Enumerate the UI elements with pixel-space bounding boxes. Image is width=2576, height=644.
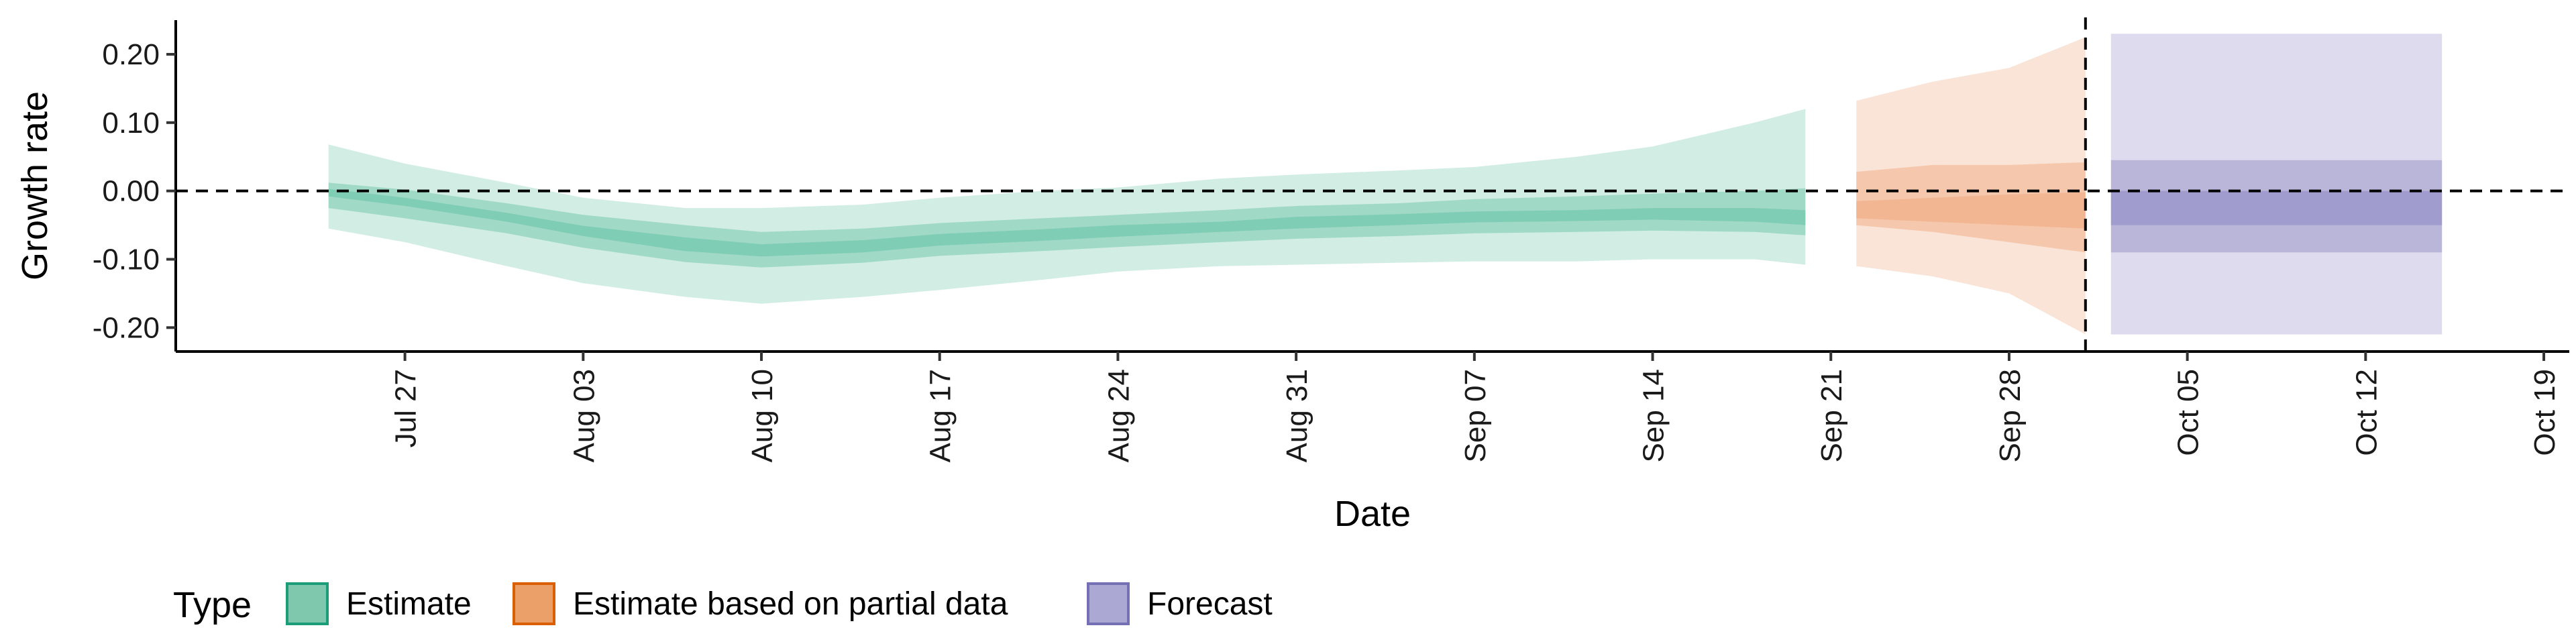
x-tick-label: Aug 03 <box>568 369 600 462</box>
x-tick-label: Sep 14 <box>1638 369 1670 462</box>
y-tick-label: 0.20 <box>102 38 160 71</box>
y-axis-title: Growth rate <box>15 91 55 280</box>
legend-title: Type <box>173 585 252 625</box>
y-tick-label: -0.10 <box>93 243 160 276</box>
legend-label-estimate: Estimate <box>346 586 472 622</box>
x-tick-label: Aug 24 <box>1102 369 1135 462</box>
y-tick-label: 0.10 <box>102 107 160 140</box>
x-tick-label: Oct 05 <box>2172 369 2205 456</box>
band-estimate-based-on-partial-data-20 <box>1856 192 2086 229</box>
legend-label-partial-estimate: Estimate based on partial data <box>573 586 1008 622</box>
legend-key-estimate <box>286 582 329 625</box>
x-tick-label: Oct 19 <box>2528 369 2561 456</box>
band-estimate-90 <box>328 109 1806 304</box>
x-tick-label: Sep 28 <box>1994 369 2027 462</box>
x-tick-label: Sep 07 <box>1459 369 1492 462</box>
reference-lines <box>176 17 2569 352</box>
band-estimate-based-on-partial-data-90 <box>1856 37 2086 335</box>
x-tick-label: Jul 27 <box>390 369 423 447</box>
x-tick-label: Aug 17 <box>924 369 957 462</box>
x-tick-label: Aug 31 <box>1281 369 1313 462</box>
ribbon-bands <box>328 34 2443 335</box>
x-tick-label: Sep 21 <box>1815 369 1848 462</box>
band-forecast-90 <box>2110 34 2443 335</box>
y-tick-label: -0.20 <box>93 311 160 344</box>
legend-label-forecast: Forecast <box>1147 586 1273 622</box>
legend: Type Estimate Estimate based on partial … <box>173 582 1273 625</box>
y-tick-label: 0.00 <box>102 175 160 208</box>
axes <box>166 20 2569 361</box>
band-forecast-20 <box>2110 191 2443 225</box>
x-axis-title: Date <box>1334 494 1411 534</box>
legend-key-forecast <box>1087 582 1130 625</box>
band-estimate-20 <box>328 189 1806 257</box>
x-tick-label: Aug 10 <box>746 369 779 462</box>
x-tick-label: Oct 12 <box>2350 369 2383 456</box>
tick-labels: 0.20 0.10 0.00 -0.10 -0.20 Jul 27 Aug 03 Aug 10… <box>93 38 2561 463</box>
legend-key-partial-estimate <box>513 582 555 625</box>
